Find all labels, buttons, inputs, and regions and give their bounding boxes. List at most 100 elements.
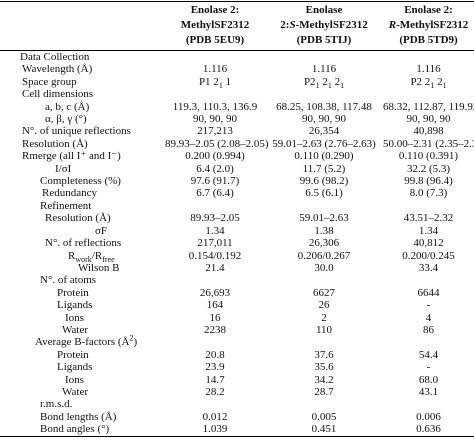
- row-label: Ligands: [0, 299, 165, 311]
- text: N°. of atoms: [40, 274, 97, 287]
- empty-cell: [165, 51, 265, 64]
- data-row: Water 28.2 28.7 43.1: [0, 386, 474, 398]
- data-row: α, β, γ (°) 90, 90, 90 90, 90, 90 90, 90, 9…: [0, 113, 474, 125]
- cell: 86: [383, 324, 474, 336]
- text: R: [68, 249, 76, 262]
- cell: 0.206/0.267: [265, 250, 383, 262]
- text: 11.7 (5.2): [302, 162, 346, 175]
- text: /R: [91, 249, 103, 262]
- cell: 26,306: [265, 237, 383, 249]
- cell: 59.01–2.63: [265, 212, 383, 224]
- cell: 1.34: [165, 225, 265, 237]
- text: 90, 90, 90: [406, 113, 451, 126]
- row-label: Rmerge (all I⁺ and I⁻): [0, 150, 165, 162]
- text: α, β, γ (°): [45, 113, 87, 126]
- cell: 28.2: [165, 386, 265, 398]
- cell: 1.116: [383, 63, 474, 75]
- section-row: Cell dimensions: [0, 88, 474, 100]
- cell: 0.005: [265, 411, 383, 423]
- column-header: Enolase 2: R-MethylSF2312 (PDB 5TD9): [383, 2, 474, 51]
- text: 59.01–2.63 (2.76–2.63): [272, 137, 376, 150]
- cell: 16: [165, 312, 265, 324]
- text: Wilson B: [78, 261, 120, 274]
- text: 30.0: [314, 261, 334, 274]
- data-row: Bond lengths (Å) 0.012 0.005 0.006: [0, 411, 474, 423]
- text: 0.006: [416, 410, 441, 423]
- data-row: N°. of unique reflections 217,213 26,354 40…: [0, 125, 474, 137]
- text: Enolase 2:: [404, 4, 453, 16]
- text: (PDB 5TIJ): [296, 34, 352, 46]
- text: P2 2: [410, 75, 431, 88]
- column-header: Enolase 2: MethylSF2312 (PDB 5EU9): [165, 2, 265, 51]
- text: 23.9: [205, 361, 225, 374]
- text: 8.0 (7.3): [409, 187, 448, 200]
- header-row: Enolase 2: MethylSF2312 (PDB 5EU9) Enolase 2…: [0, 1, 474, 51]
- subscript: free: [102, 254, 115, 264]
- cell: 99.8 (96.4): [383, 175, 474, 187]
- row-label: Bond angles (°): [0, 423, 165, 436]
- row-label: Ligands: [0, 361, 165, 373]
- text: 2: [319, 75, 328, 88]
- text: 217,011: [197, 237, 233, 250]
- text: 26,306: [308, 237, 340, 250]
- row-label: Protein: [0, 349, 165, 361]
- text: Ions: [65, 311, 84, 324]
- text: -: [426, 361, 431, 374]
- header-corner: [0, 2, 165, 51]
- cell: 1.116: [265, 63, 383, 75]
- row-label: N°. of atoms: [0, 274, 165, 286]
- text: 0.206/0.267: [297, 249, 351, 262]
- text: Wavelength (Å): [22, 63, 93, 76]
- subscript: 1: [430, 81, 435, 90]
- text: 28.2: [205, 385, 225, 398]
- text: 68.0: [418, 373, 439, 386]
- cell: 40,898: [383, 125, 474, 137]
- cell: 89.93–2.05 (2.08–2.05): [165, 138, 269, 150]
- row-label: Ions: [0, 312, 165, 324]
- cell: 43.51–2.32: [383, 212, 474, 224]
- cell: 0.200 (0.994): [165, 150, 265, 162]
- superscript: 2: [129, 333, 134, 343]
- text: 43.51–2.32: [403, 212, 454, 225]
- text: 59.01–2.63: [299, 212, 349, 225]
- row-label: α, β, γ (°): [0, 113, 165, 125]
- section-row: Refinement: [0, 200, 474, 212]
- cell: 54.4: [383, 349, 474, 361]
- empty-cell: [165, 274, 265, 286]
- empty-cell: [383, 200, 474, 212]
- row-label: Redundancy: [0, 187, 165, 199]
- cell: P21 21 21: [265, 75, 383, 90]
- empty-cell: [383, 51, 474, 64]
- empty-cell: [383, 398, 474, 410]
- cell: 119.3, 110.3, 136.9: [165, 101, 265, 113]
- subscript: 1: [315, 81, 320, 90]
- text: 0.110 (0.391): [398, 150, 459, 163]
- text: 86: [423, 323, 434, 336]
- text: 0.451: [311, 423, 337, 436]
- cell: 26: [265, 299, 383, 311]
- text: 2: [321, 311, 327, 324]
- cell: 90, 90, 90: [165, 113, 265, 125]
- cell: 6.7 (6.4): [165, 187, 265, 199]
- text: 0.110 (0.290): [294, 150, 354, 163]
- cell: 0.110 (0.290): [265, 150, 383, 162]
- text: Space group: [22, 75, 77, 88]
- cell: 6.4 (2.0): [165, 163, 265, 175]
- data-row: Protein 20.8 37.6 54.4: [0, 349, 474, 361]
- data-row: Rmerge (all I⁺ and I⁻) 0.200 (0.994) 0.110…: [0, 150, 474, 162]
- cell: 0.636: [383, 423, 474, 436]
- text: P1 2: [198, 75, 219, 88]
- empty-cell: [265, 336, 383, 348]
- cell: 14.7: [165, 374, 265, 386]
- text: N°. of unique reflections: [22, 125, 131, 138]
- cell: 26,354: [265, 125, 383, 137]
- text: P2: [303, 75, 316, 88]
- text: Water: [62, 385, 88, 398]
- row-label: Protein: [0, 287, 165, 299]
- text: Ligands: [57, 361, 93, 374]
- data-row: I/σI 6.4 (2.0) 11.7 (5.2) 32.2 (5.3): [0, 163, 474, 175]
- text: ): [133, 336, 138, 349]
- text: -MethylSF2312: [295, 19, 368, 31]
- cell: 0.451: [265, 423, 383, 436]
- text: 21.4: [205, 261, 225, 274]
